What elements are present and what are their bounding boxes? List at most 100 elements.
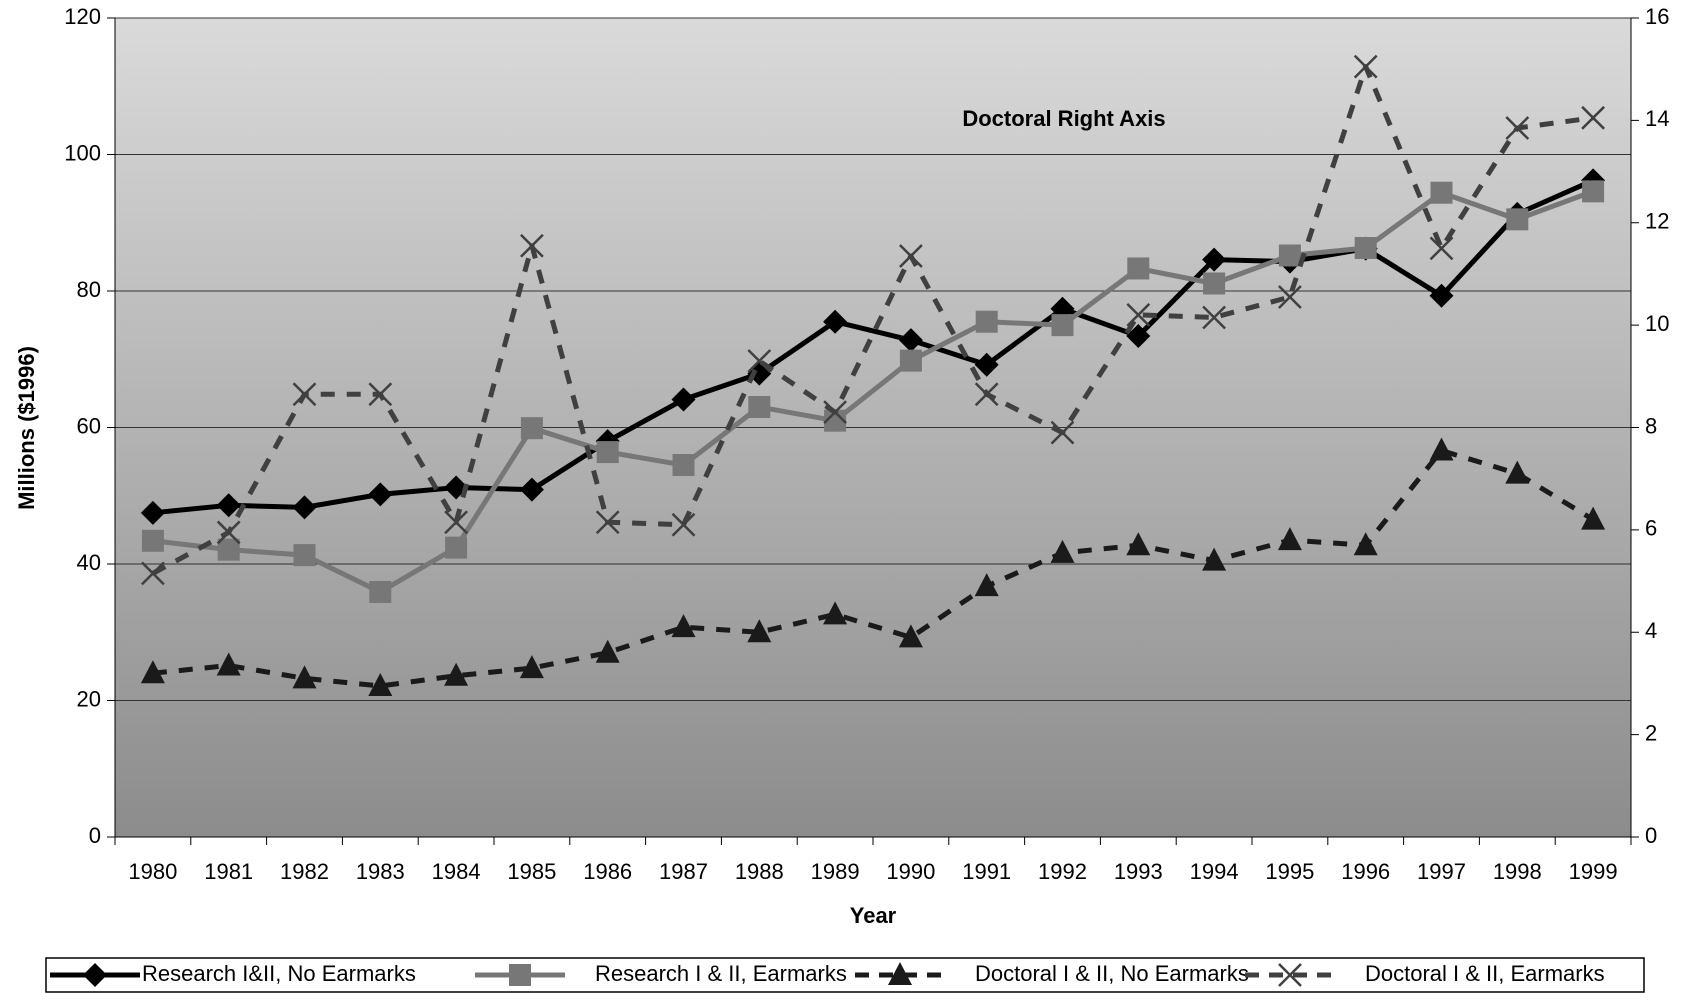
series-line [152, 448, 1595, 689]
marker [1202, 305, 1226, 330]
marker [899, 349, 922, 372]
marker [747, 349, 772, 373]
marker [595, 639, 620, 663]
y-tick-label: 0 [89, 823, 101, 848]
marker [1430, 181, 1453, 204]
marker [1581, 506, 1606, 530]
legend-label: Doctoral I & II, No Earmarks [975, 961, 1249, 986]
legend-label: Doctoral I & II, Earmarks [1365, 961, 1605, 986]
series-line [151, 64, 1594, 576]
y2-tick-label: 14 [1645, 106, 1669, 131]
marker [748, 396, 771, 419]
marker [747, 619, 772, 643]
marker [1353, 54, 1378, 79]
marker [1581, 105, 1605, 130]
y2-tick-label: 10 [1645, 311, 1669, 336]
marker [1582, 180, 1605, 203]
marker [899, 244, 923, 268]
x-tick-label: 1994 [1190, 859, 1239, 884]
marker [444, 510, 468, 535]
marker [1506, 208, 1529, 231]
x-tick-label: 1984 [432, 859, 481, 884]
marker [141, 529, 164, 552]
marker [293, 544, 316, 567]
marker [141, 561, 165, 586]
marker [974, 382, 999, 407]
y2-tick-label: 16 [1645, 4, 1669, 29]
y-tick-label: 80 [77, 277, 101, 302]
y-axis-title: Millions ($1996) [14, 346, 39, 510]
marker [1202, 547, 1227, 571]
marker [217, 538, 240, 561]
x-tick-label: 1999 [1569, 859, 1618, 884]
y-tick-label: 20 [77, 686, 101, 711]
marker [509, 964, 531, 986]
marker [519, 655, 544, 679]
marker [140, 500, 165, 525]
x-tick-label: 1981 [204, 859, 253, 884]
marker [671, 512, 696, 537]
y-tick-label: 100 [64, 140, 101, 165]
x-tick-label: 1985 [507, 859, 556, 884]
series-line [152, 189, 1594, 595]
marker [596, 441, 619, 464]
marker [520, 233, 544, 258]
marker [974, 573, 999, 597]
marker [1277, 527, 1302, 551]
marker [1050, 539, 1075, 563]
marker [975, 310, 998, 333]
x-tick-label: 1980 [128, 859, 177, 884]
marker [1278, 285, 1302, 309]
marker [898, 624, 923, 648]
marker [216, 520, 241, 545]
x-tick-label: 1992 [1038, 859, 1087, 884]
x-tick-label: 1989 [811, 859, 860, 884]
y2-tick-label: 8 [1645, 413, 1657, 438]
marker [671, 387, 696, 412]
marker [888, 962, 912, 985]
marker [1278, 963, 1302, 987]
y-tick-label: 60 [77, 413, 101, 438]
marker [292, 495, 317, 520]
marker [369, 580, 392, 603]
x-tick-label: 1996 [1341, 859, 1390, 884]
x-tick-label: 1983 [356, 859, 405, 884]
marker [1126, 324, 1151, 349]
y2-tick-label: 6 [1645, 516, 1657, 541]
marker [444, 662, 469, 686]
x-tick-label: 1982 [280, 859, 329, 884]
x-axis-title: Year [850, 903, 897, 928]
marker [368, 482, 393, 507]
marker [1429, 236, 1454, 261]
marker [898, 328, 923, 353]
marker [671, 614, 696, 638]
marker [292, 665, 317, 689]
marker [83, 963, 107, 987]
x-tick-label: 1997 [1417, 859, 1466, 884]
marker [216, 652, 241, 676]
marker [823, 601, 848, 625]
marker [520, 417, 543, 440]
marker [1505, 460, 1530, 484]
marker [140, 660, 165, 684]
marker [368, 382, 393, 407]
marker [1127, 257, 1150, 280]
annotation: Doctoral Right Axis [962, 106, 1165, 131]
marker [824, 409, 847, 432]
x-tick-label: 1995 [1265, 859, 1314, 884]
y-tick-label: 120 [64, 4, 101, 29]
x-tick-label: 1987 [659, 859, 708, 884]
y2-tick-label: 2 [1645, 720, 1657, 745]
x-tick-label: 1993 [1114, 859, 1163, 884]
marker [974, 352, 999, 377]
marker [1505, 116, 1530, 140]
marker [1202, 247, 1227, 272]
marker [1203, 272, 1226, 295]
y2-tick-label: 12 [1645, 209, 1669, 234]
legend-label: Research I&II, No Earmarks [142, 961, 416, 986]
y-tick-label: 40 [77, 550, 101, 575]
marker [595, 510, 620, 535]
marker [1429, 283, 1454, 308]
marker [1051, 314, 1074, 337]
